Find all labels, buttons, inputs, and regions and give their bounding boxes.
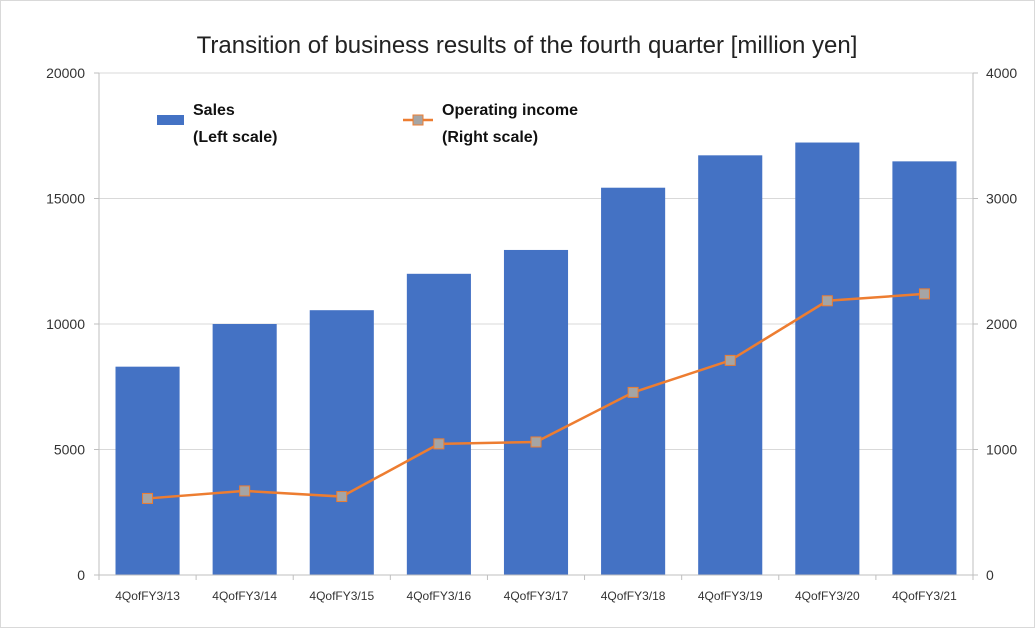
y-left-tick-label: 5000 [54, 442, 85, 458]
operating-income-point [336, 491, 348, 503]
x-category-label: 4QofFY3/17 [504, 589, 569, 603]
operating-income-point [627, 386, 639, 398]
operating-income-line [142, 288, 930, 504]
legend-sales-swatch [157, 115, 184, 125]
legend-income-scale: (Right scale) [442, 129, 538, 146]
operating-income-point [239, 485, 251, 497]
operating-income-point [530, 436, 542, 448]
sales-bar [601, 187, 666, 575]
y-left-tick-label: 10000 [46, 316, 85, 332]
legend-sales-label: Sales [193, 102, 235, 119]
chart-title: Transition of business results of the fo… [197, 32, 858, 59]
sales-bar [309, 310, 374, 575]
operating-income-point [821, 295, 833, 307]
sales-bar [212, 324, 277, 575]
x-category-label: 4QofFY3/19 [698, 589, 763, 603]
y-right-tick-label: 4000 [986, 65, 1017, 81]
sales-bar [503, 249, 569, 575]
x-category-label: 4QofFY3/16 [407, 589, 472, 603]
x-category-label: 4QofFY3/18 [601, 589, 666, 603]
sales-bar [892, 161, 957, 576]
y-left-tick-label: 20000 [46, 65, 85, 81]
legend-income-marker [412, 114, 424, 126]
y-left-tick-label: 0 [77, 567, 85, 583]
operating-income-point [433, 438, 445, 450]
legend-income-label: Operating income [442, 102, 578, 119]
sales-bar [406, 273, 471, 575]
operating-income-point [142, 492, 154, 504]
legend-sales-scale: (Left scale) [193, 129, 277, 146]
x-category-label: 4QofFY3/13 [115, 589, 180, 603]
operating-income-point [724, 354, 736, 366]
axes: 0 5000 10000 15000 20000 0 1000 2000 3000 4000 4Qo… [46, 65, 1017, 603]
x-category-label: 4QofFY3/21 [892, 589, 957, 603]
sales-bar [115, 366, 180, 575]
x-category-label: 4QofFY3/15 [309, 589, 374, 603]
x-category-label: 4QofFY3/20 [795, 589, 860, 603]
y-right-tick-label: 3000 [986, 191, 1017, 207]
sales-bars [115, 142, 957, 576]
y-right-tick-label: 0 [986, 567, 994, 583]
sales-bar [795, 142, 860, 576]
y-right-tick-label: 1000 [986, 442, 1017, 458]
legend: Sales (Left scale) Operating income (Rig… [157, 102, 578, 146]
y-right-tick-label: 2000 [986, 316, 1017, 332]
y-left-tick-label: 15000 [46, 191, 85, 207]
operating-income-point [918, 288, 930, 300]
x-category-label: 4QofFY3/14 [212, 589, 277, 603]
